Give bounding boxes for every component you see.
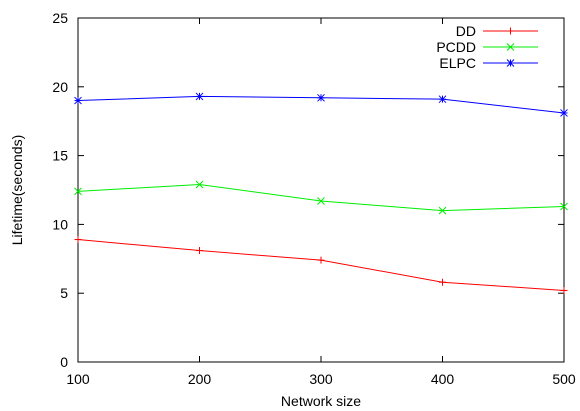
x-tick-label: 100 <box>66 371 90 387</box>
x-tick-label: 300 <box>309 371 333 387</box>
data-point-elpc <box>317 93 325 102</box>
legend-label-pcdd: PCDD <box>436 39 476 55</box>
data-point-dd <box>317 256 325 264</box>
data-point-pcdd <box>438 206 447 215</box>
y-tick-label: 15 <box>52 148 68 164</box>
x-tick-label: 400 <box>431 371 455 387</box>
legend-label-dd: DD <box>456 23 476 39</box>
data-point-elpc <box>438 95 447 104</box>
plot-frame <box>77 17 565 363</box>
data-point-pcdd <box>560 202 568 211</box>
data-point-pcdd <box>74 187 82 196</box>
x-axis-label: Network size <box>281 393 361 409</box>
series-layer <box>74 92 568 294</box>
axis-ticks <box>77 17 565 363</box>
data-point-dd <box>196 247 203 255</box>
y-tick-label: 20 <box>52 79 68 95</box>
y-tick-label: 10 <box>52 216 68 232</box>
legend-marker-pcdd <box>506 43 515 51</box>
axis-tick-labels: 100 200 300 400 500 0 5 10 15 20 25 <box>52 10 575 387</box>
legend-marker-dd <box>507 27 514 35</box>
x-tick-label: 200 <box>188 371 212 387</box>
y-tick-label: 25 <box>52 10 68 26</box>
legend-label-elpc: ELPC <box>439 55 476 71</box>
series-line-dd <box>77 239 565 291</box>
data-point-dd <box>439 278 446 286</box>
data-point-pcdd <box>317 197 325 205</box>
data-point-dd <box>74 236 82 244</box>
data-point-pcdd <box>195 180 204 189</box>
legend-marker-elpc <box>506 59 515 67</box>
data-point-elpc <box>74 96 82 105</box>
series-line-pcdd <box>77 183 565 212</box>
y-axis-label: Lifetime(seconds) <box>9 135 25 246</box>
x-tick-label: 500 <box>552 371 576 387</box>
data-point-elpc <box>560 109 568 117</box>
y-tick-label: 5 <box>60 285 68 301</box>
data-point-dd <box>560 286 568 294</box>
y-tick-label: 0 <box>60 354 68 370</box>
data-point-elpc <box>195 92 204 101</box>
